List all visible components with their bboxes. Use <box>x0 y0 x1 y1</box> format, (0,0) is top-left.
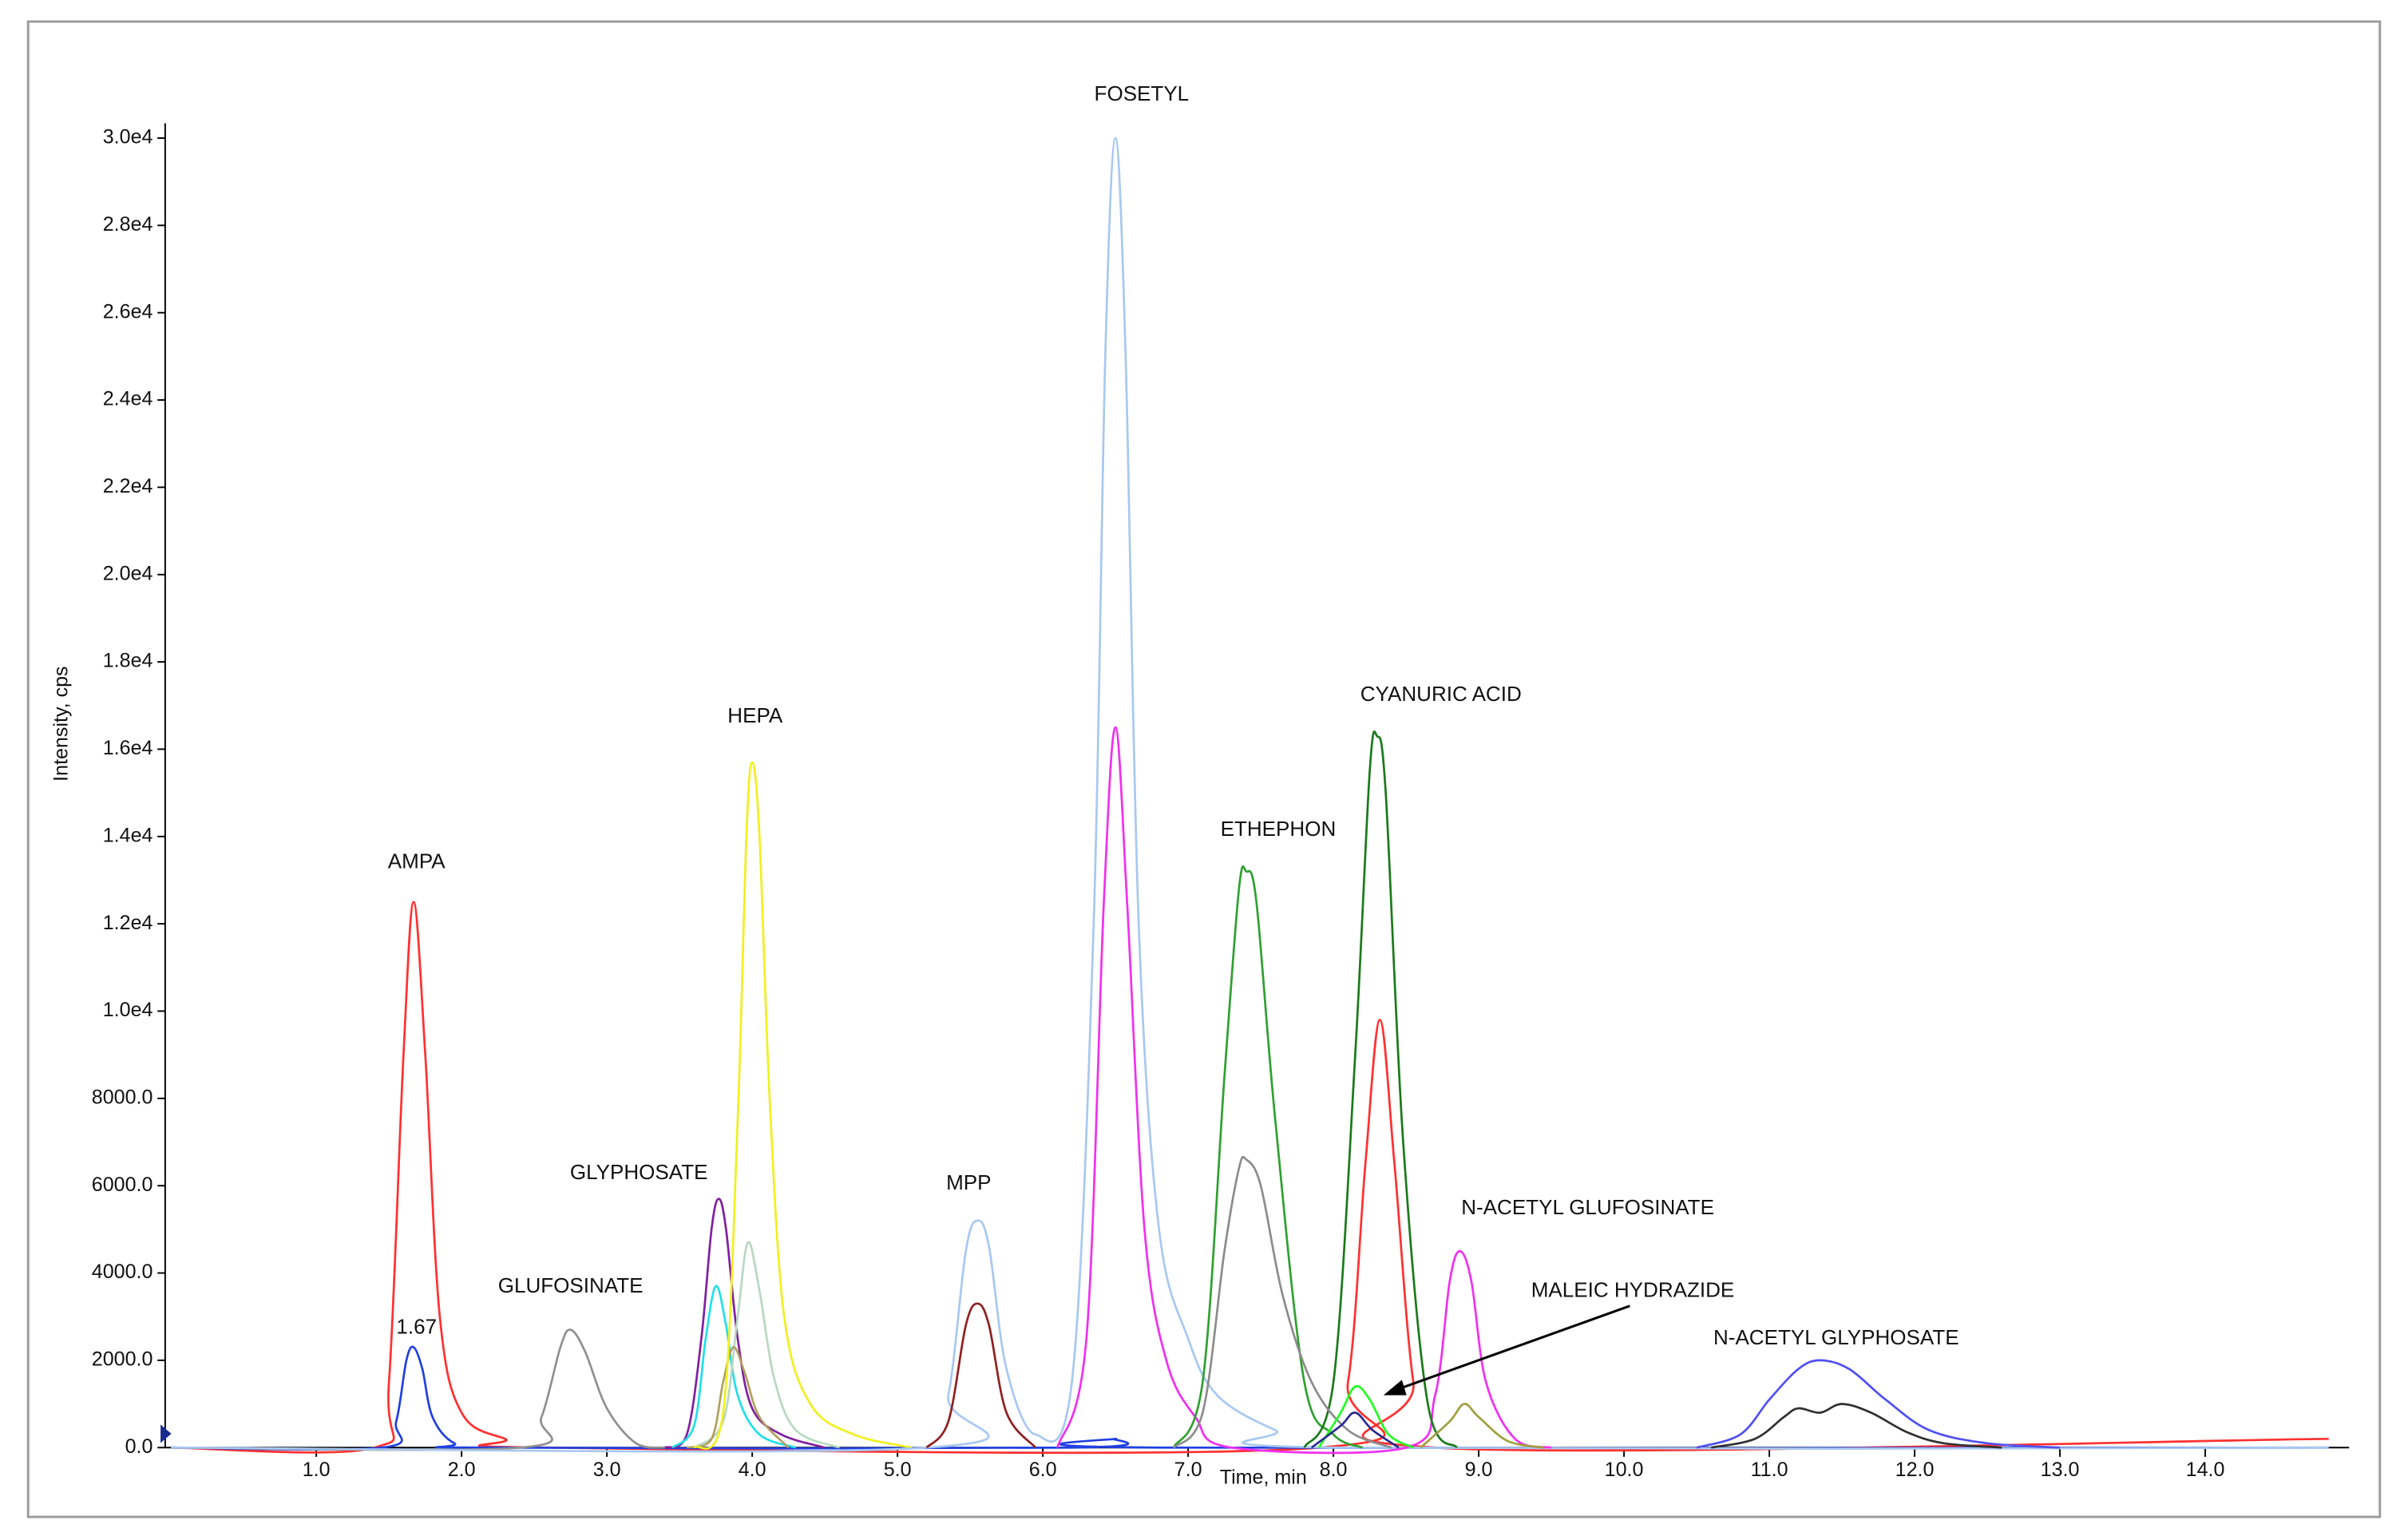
arrow <box>1388 1304 1630 1394</box>
y-tick-label: 2.4e4 <box>103 388 153 410</box>
trace <box>693 761 913 1450</box>
trace <box>1056 726 1552 1455</box>
annotation: HEPA <box>727 703 783 727</box>
annotation: GLUFOSINATE <box>498 1273 644 1297</box>
x-tick-label: 11.0 <box>1751 1459 1788 1481</box>
annotation: CYANURIC ACID <box>1360 682 1522 706</box>
trace <box>693 1241 840 1449</box>
trace <box>664 1198 826 1449</box>
y-tick-label: 1.6e4 <box>103 737 153 759</box>
x-tick-label: 14.0 <box>2186 1459 2225 1481</box>
y-axis-label: Intensity, cps <box>50 666 72 781</box>
x-tick-label: 2.0 <box>448 1459 476 1481</box>
annotation: N-ACETYL GLUFOSINATE <box>1461 1195 1714 1219</box>
y-tick-label: 1.2e4 <box>103 912 153 934</box>
annotation: 1.67 <box>396 1314 437 1338</box>
trace <box>1696 1359 2061 1449</box>
annotation: MPP <box>946 1170 991 1194</box>
x-tick-label: 3.0 <box>593 1459 621 1481</box>
annotation: N-ACETYL GLYPHOSATE <box>1713 1325 1959 1349</box>
x-tick-label: 1.0 <box>303 1459 331 1481</box>
trace <box>1420 1403 1545 1449</box>
annotation: MALEIC HYDRAZIDE <box>1531 1277 1735 1301</box>
arrow-head <box>1383 1380 1407 1396</box>
y-tick-label: 2000.0 <box>92 1348 153 1371</box>
annotation: AMPA <box>388 849 446 873</box>
trace <box>1310 1411 1400 1449</box>
trace <box>1303 730 1458 1449</box>
x-tick-label: 9.0 <box>1465 1459 1493 1481</box>
trace <box>671 1285 797 1449</box>
annotation: FOSETYL <box>1095 81 1190 105</box>
trace <box>686 1346 790 1449</box>
y-tick-label: 2.6e4 <box>103 300 153 323</box>
plot-area: 0.0 2000.0 4000.0 6000.0 8000.0 1.0e4 1.2e4 1.4… <box>92 123 2350 1481</box>
trace <box>1317 1384 1414 1449</box>
trace <box>1172 1155 1392 1449</box>
y-tick-label: 2.2e4 <box>103 475 153 497</box>
trace <box>171 137 2329 1453</box>
x-tick-label: 8.0 <box>1320 1459 1348 1481</box>
x-tick-label: 10.0 <box>1605 1459 1644 1481</box>
trace <box>925 1302 1037 1449</box>
x-tick-label: 5.0 <box>884 1459 912 1481</box>
y-tick-label: 2.8e4 <box>103 213 153 236</box>
x-tick-label: 13.0 <box>2041 1459 2080 1481</box>
y-tick-label: 2.0e4 <box>103 562 153 584</box>
trace <box>1711 1403 2002 1449</box>
y-tick-label: 1.8e4 <box>103 650 153 672</box>
frame <box>26 20 2382 1518</box>
x-axis-label: Time, min <box>1220 1466 1307 1488</box>
trace <box>1172 865 1364 1449</box>
y-tick-label: 0.0 <box>125 1435 153 1458</box>
x-tick-label: 6.0 <box>1029 1459 1057 1481</box>
marker <box>160 1424 172 1443</box>
x-tick-label: 7.0 <box>1174 1459 1202 1481</box>
y-tick-label: 8000.0 <box>92 1086 153 1108</box>
trace <box>171 1345 2329 1451</box>
trace <box>171 901 2329 1455</box>
x-tick-label: 4.0 <box>739 1459 766 1481</box>
annotation: GLYPHOSATE <box>570 1160 708 1184</box>
y-tick-label: 4000.0 <box>92 1261 153 1283</box>
annotation: ETHEPHON <box>1221 817 1337 841</box>
trace <box>171 1328 666 1451</box>
y-tick-label: 1.0e4 <box>103 999 153 1021</box>
y-tick-label: 6000.0 <box>92 1174 153 1196</box>
y-tick-label: 3.0e4 <box>103 126 153 148</box>
x-tick-label: 12.0 <box>1895 1459 1935 1481</box>
y-tick-label: 1.4e4 <box>103 824 153 846</box>
